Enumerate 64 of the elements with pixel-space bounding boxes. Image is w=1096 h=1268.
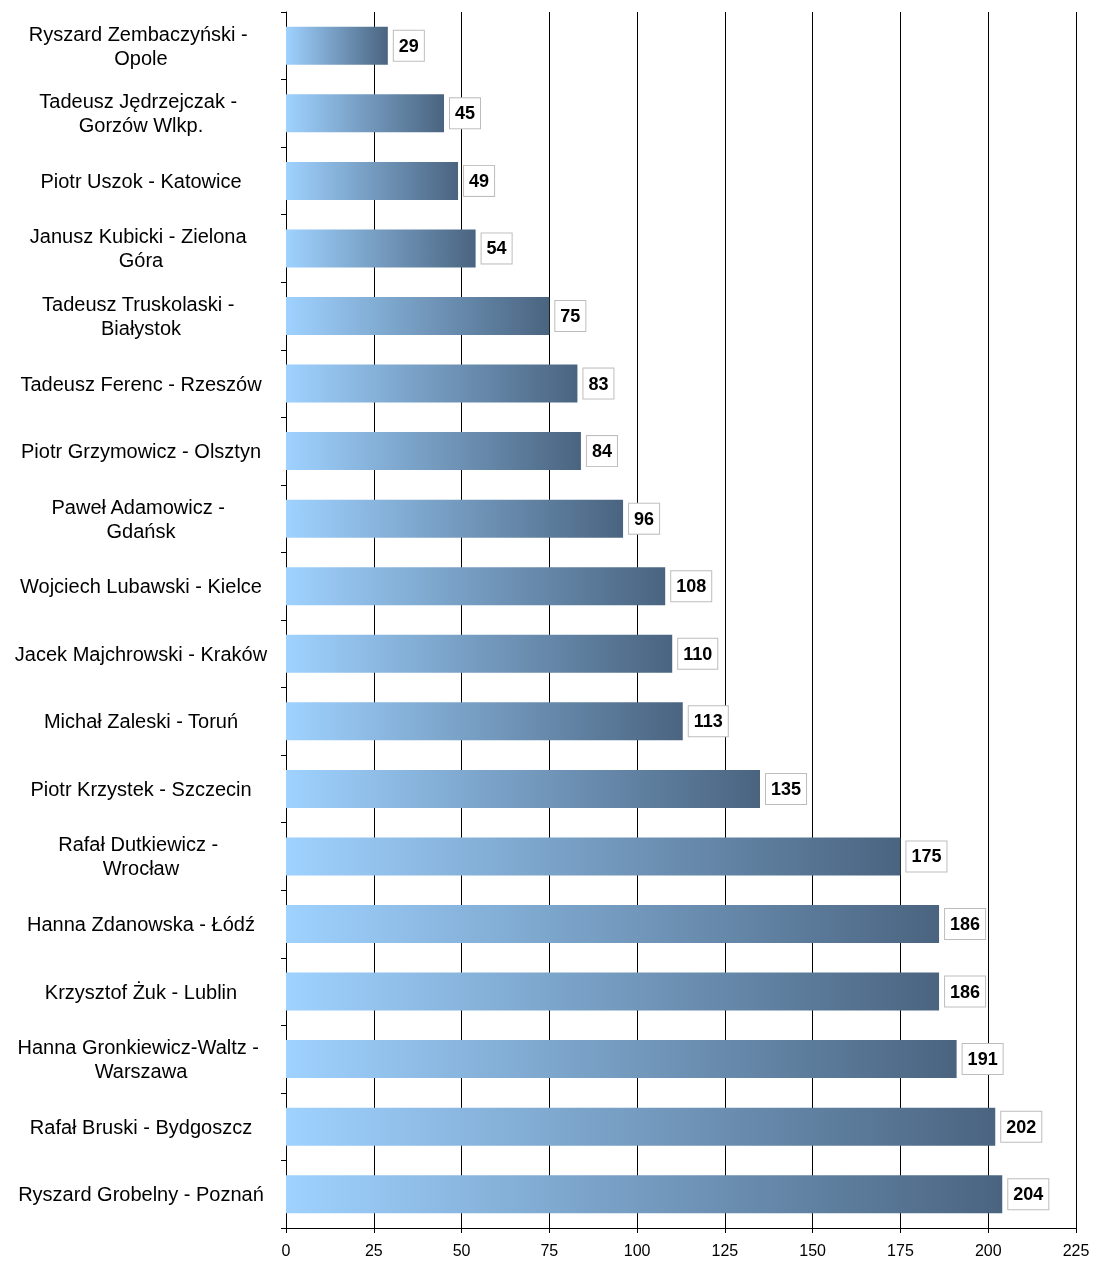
bar bbox=[286, 161, 459, 200]
y-tick-label: Wojciech Lubawski - Kielce bbox=[20, 575, 262, 598]
y-tick-label: Piotr Krzystek - Szczecin bbox=[30, 777, 252, 800]
y-tick-label: Michał Zaleski - Toruń bbox=[43, 710, 239, 733]
data-label: 49 bbox=[469, 170, 490, 191]
data-label: 175 bbox=[911, 846, 942, 867]
data-label: 186 bbox=[950, 914, 981, 934]
x-tick-label: 150 bbox=[799, 1241, 827, 1259]
bar bbox=[286, 837, 901, 876]
x-tick-label: 175 bbox=[887, 1241, 914, 1259]
data-label: 84 bbox=[591, 441, 612, 462]
data-label: 45 bbox=[455, 103, 476, 124]
bar bbox=[286, 364, 578, 403]
bar bbox=[286, 1175, 1003, 1214]
bar bbox=[286, 1040, 957, 1079]
data-label: 96 bbox=[634, 508, 655, 529]
data-label: 75 bbox=[560, 306, 581, 326]
x-tick-label: 75 bbox=[540, 1241, 559, 1259]
y-tick-label: Janusz Kubicki - Zielona Góra bbox=[29, 225, 253, 272]
y-tick-label: Rafał Dutkiewicz - Wrocław bbox=[58, 833, 224, 880]
x-tick-label: 25 bbox=[364, 1241, 383, 1259]
data-label: 108 bbox=[676, 576, 707, 597]
data-label: 54 bbox=[486, 238, 507, 259]
y-tick-label: Tadeusz Truskolaski - Białystok bbox=[42, 293, 240, 339]
data-label: 186 bbox=[950, 981, 981, 1002]
x-tick-label: 100 bbox=[623, 1241, 651, 1259]
y-tick-label: Tadeusz Ferenc - Rzeszów bbox=[20, 372, 263, 395]
y-tick-label: Tadeusz Jędrzejczak - Gorzów Wlkp. bbox=[39, 90, 243, 137]
data-label: 191 bbox=[967, 1049, 998, 1070]
y-tick-label: Jacek Majchrowski - Kraków bbox=[14, 642, 268, 665]
y-tick-label: Paweł Adamowicz - Gdańsk bbox=[51, 495, 231, 542]
bar bbox=[286, 26, 388, 65]
bar bbox=[286, 905, 940, 943]
x-tick-label: 50 bbox=[452, 1241, 471, 1259]
bar bbox=[286, 229, 476, 268]
bar bbox=[286, 1107, 996, 1146]
x-tick-label: 0 bbox=[281, 1241, 291, 1259]
bar bbox=[286, 432, 581, 471]
data-label: 202 bbox=[1006, 1116, 1037, 1137]
y-tick-label: Piotr Uszok - Katowice bbox=[40, 169, 242, 192]
y-tick-label: Hanna Zdanowska - Łódź bbox=[27, 913, 255, 935]
x-tick-label: 125 bbox=[711, 1241, 739, 1259]
data-label: 113 bbox=[693, 711, 723, 732]
x-tick-label: 225 bbox=[1062, 1241, 1090, 1259]
data-label: 83 bbox=[588, 373, 609, 394]
bar bbox=[286, 94, 444, 133]
y-tick-label: Hanna Gronkiewicz-Waltz - Warszawa bbox=[17, 1036, 265, 1083]
bar bbox=[286, 702, 683, 741]
y-tick-label: Piotr Grzymowicz - Olsztyn bbox=[20, 440, 262, 463]
y-tick-label: Ryszard Zembaczyński - Opole bbox=[28, 22, 254, 69]
data-label: 204 bbox=[1013, 1184, 1044, 1205]
data-label: 29 bbox=[398, 35, 419, 56]
y-tick-label: Rafał Bruski - Bydgoszcz bbox=[29, 1115, 253, 1138]
bar bbox=[286, 769, 760, 808]
data-label: 110 bbox=[683, 643, 713, 664]
bar bbox=[286, 567, 666, 606]
x-tick-label: 200 bbox=[974, 1241, 1002, 1259]
bar bbox=[286, 499, 624, 538]
data-label: 135 bbox=[771, 778, 802, 799]
bar bbox=[286, 972, 940, 1011]
bar bbox=[286, 297, 550, 335]
y-tick-label: Krzysztof Żuk - Lublin bbox=[44, 980, 238, 1003]
y-tick-label: Ryszard Grobelny - Poznań bbox=[18, 1183, 264, 1206]
bar bbox=[286, 634, 673, 673]
